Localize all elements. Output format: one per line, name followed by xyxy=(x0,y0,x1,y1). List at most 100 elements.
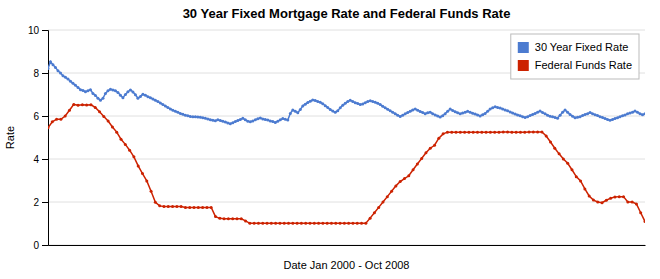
point xyxy=(74,84,77,87)
point xyxy=(98,110,101,113)
point xyxy=(389,109,392,112)
point xyxy=(369,217,372,220)
y-tick: 0 xyxy=(33,240,48,251)
point xyxy=(175,205,178,208)
point xyxy=(494,105,497,108)
point xyxy=(480,131,483,134)
point xyxy=(218,217,221,220)
point xyxy=(94,94,97,97)
point xyxy=(231,217,234,220)
point xyxy=(569,113,572,116)
point xyxy=(197,206,200,209)
point xyxy=(124,93,127,96)
point xyxy=(334,222,337,225)
point xyxy=(343,222,346,225)
point xyxy=(55,118,58,121)
point xyxy=(369,99,372,102)
y-tick-mark xyxy=(42,159,48,160)
y-tick-label: 10 xyxy=(28,25,40,36)
point xyxy=(386,195,389,198)
point xyxy=(214,215,217,218)
point xyxy=(278,222,281,225)
x-axis-line xyxy=(49,245,646,246)
point xyxy=(324,104,327,107)
y-tick-label: 0 xyxy=(33,240,39,251)
legend-item: 30 Year Fixed Rate xyxy=(518,41,629,53)
point xyxy=(253,222,256,225)
y-axis-title: Rate xyxy=(4,126,16,149)
legend-frame xyxy=(511,34,639,79)
point xyxy=(553,147,556,150)
point xyxy=(549,141,552,144)
point xyxy=(536,130,539,133)
point xyxy=(131,90,134,93)
point xyxy=(126,90,129,93)
point xyxy=(364,222,367,225)
point xyxy=(294,110,297,113)
point xyxy=(528,130,531,133)
point xyxy=(635,202,638,205)
point xyxy=(551,115,554,118)
point xyxy=(484,112,487,115)
point xyxy=(89,103,92,106)
point xyxy=(99,99,102,102)
point xyxy=(399,180,402,183)
point xyxy=(442,132,445,135)
point xyxy=(379,103,382,106)
point xyxy=(394,112,397,115)
point xyxy=(562,158,565,161)
point xyxy=(106,89,109,92)
point xyxy=(571,115,574,118)
point xyxy=(476,131,479,134)
y-tick-mark xyxy=(42,202,48,203)
point xyxy=(601,201,604,204)
point xyxy=(588,194,591,197)
legend-swatch xyxy=(518,60,529,71)
point xyxy=(180,205,183,208)
y-tick: 6 xyxy=(33,111,48,122)
point xyxy=(575,175,578,178)
point xyxy=(394,184,397,187)
point xyxy=(441,114,444,117)
point xyxy=(301,104,304,107)
point xyxy=(384,106,387,109)
point xyxy=(72,103,75,106)
point xyxy=(107,119,110,122)
point xyxy=(559,114,562,117)
y-tick-mark xyxy=(42,116,48,117)
point xyxy=(241,117,244,120)
point xyxy=(270,222,273,225)
point xyxy=(639,211,642,214)
point xyxy=(613,196,616,199)
point xyxy=(66,78,69,81)
point xyxy=(308,222,311,225)
point xyxy=(223,217,226,220)
point xyxy=(281,117,284,120)
series-markers xyxy=(48,103,645,225)
point xyxy=(429,111,432,114)
point xyxy=(321,222,324,225)
point xyxy=(129,88,132,91)
point xyxy=(313,222,316,225)
point xyxy=(227,217,230,220)
point xyxy=(261,118,264,121)
point xyxy=(68,109,71,112)
point xyxy=(162,205,165,208)
point xyxy=(515,131,518,134)
legend: 30 Year Fixed Rate Federal Funds Rate xyxy=(511,34,639,79)
point xyxy=(219,119,222,122)
point xyxy=(48,126,50,129)
point xyxy=(269,119,272,122)
point xyxy=(111,125,114,128)
point xyxy=(334,111,337,114)
point xyxy=(450,131,453,134)
plot-area: 024681030 Year Fixed RateFederal Funds R… xyxy=(28,25,647,251)
point xyxy=(69,80,72,83)
legend-label: 30 Year Fixed Rate xyxy=(535,41,629,53)
legend-item: Federal Funds Rate xyxy=(518,59,632,71)
point xyxy=(104,92,107,95)
point xyxy=(304,103,307,106)
point xyxy=(407,174,410,177)
legend-swatch xyxy=(518,42,529,53)
point xyxy=(459,131,462,134)
